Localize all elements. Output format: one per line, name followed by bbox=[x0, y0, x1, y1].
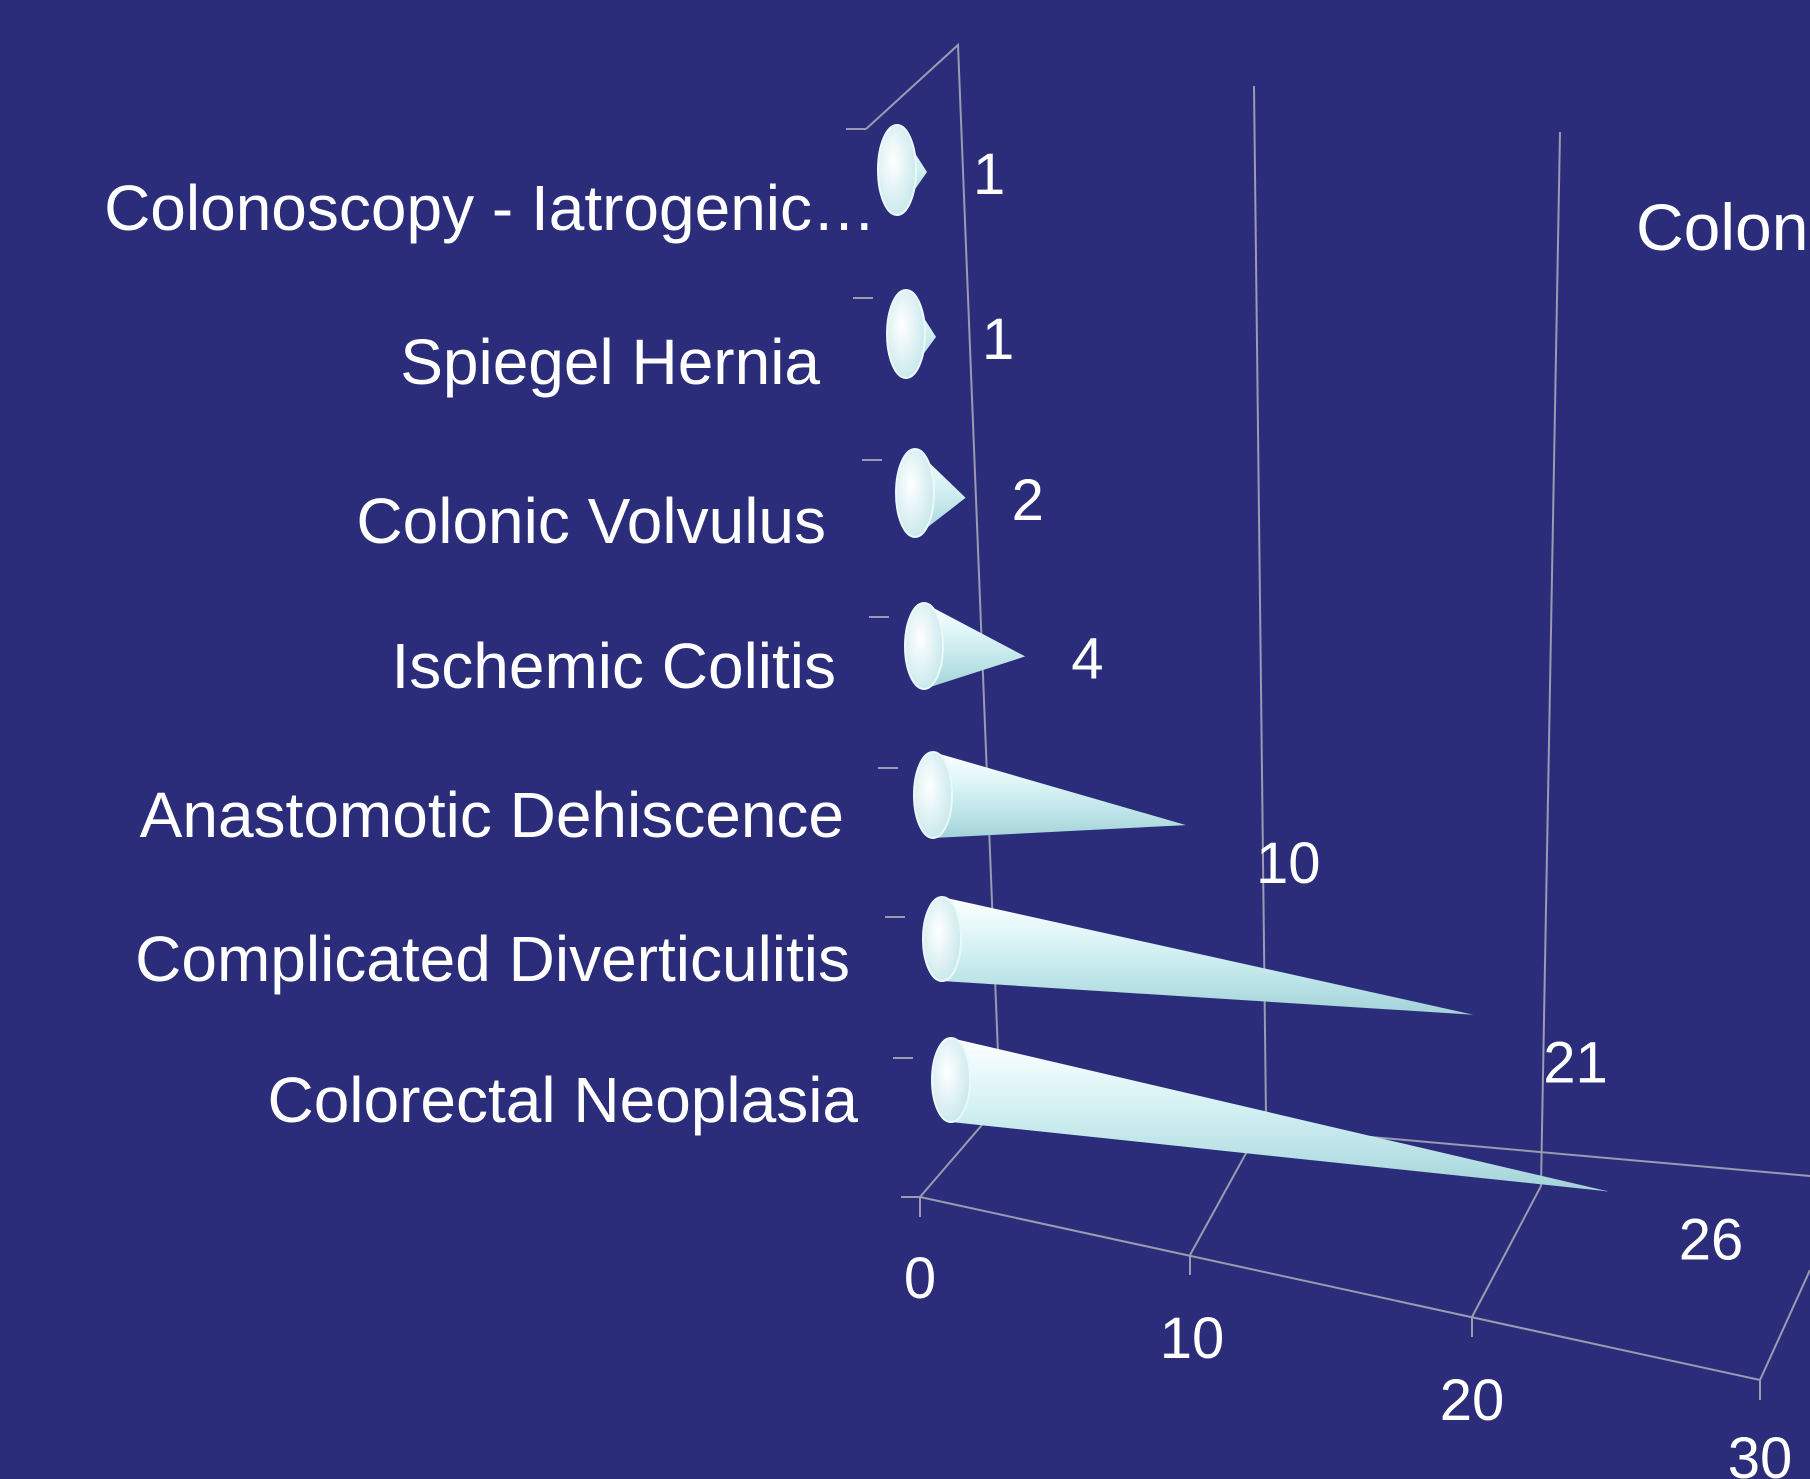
data-label-6: 21 bbox=[1543, 1031, 1608, 1096]
side-text: Colon bbox=[1636, 190, 1808, 264]
category-label-7: Colorectal Neoplasia bbox=[267, 1064, 858, 1136]
cone-bar-3 bbox=[895, 448, 966, 538]
cone-body bbox=[951, 1038, 1609, 1192]
cone-bar-4 bbox=[904, 602, 1026, 690]
x-tick-label-20: 20 bbox=[1440, 1368, 1505, 1433]
cone-base bbox=[904, 602, 944, 690]
cone-bar-1 bbox=[877, 124, 927, 216]
cone-base bbox=[931, 1037, 971, 1123]
cone-bar-6 bbox=[922, 896, 1474, 1015]
data-label-3: 2 bbox=[1012, 468, 1044, 533]
data-label-4: 4 bbox=[1071, 626, 1103, 691]
data-label-1: 1 bbox=[973, 142, 1005, 207]
cone-base bbox=[922, 896, 962, 982]
x-tick-labels: 0 10 20 30 bbox=[904, 1246, 1792, 1479]
cone-body bbox=[924, 603, 1026, 689]
x-tick-label-0: 0 bbox=[904, 1246, 936, 1311]
category-label-1: Colonoscopy - Iatrogenic… bbox=[104, 172, 876, 244]
category-label-6: Complicated Diverticulitis bbox=[135, 923, 850, 995]
data-label-5: 10 bbox=[1256, 831, 1321, 896]
cone-base bbox=[895, 448, 935, 538]
cone-bar-2 bbox=[886, 289, 936, 379]
cone-series bbox=[877, 124, 1609, 1192]
value-tick-marks bbox=[919, 1197, 1761, 1400]
cone-bar-7 bbox=[931, 1037, 1609, 1192]
category-tick-marks bbox=[846, 128, 921, 1198]
data-labels: 1 1 2 4 10 21 26 bbox=[973, 142, 1743, 1273]
x-tick-label-10: 10 bbox=[1160, 1306, 1225, 1371]
cone-bar-5 bbox=[913, 751, 1186, 839]
cone-body bbox=[942, 897, 1474, 1015]
data-label-7: 26 bbox=[1679, 1208, 1744, 1273]
cone-body bbox=[933, 752, 1186, 838]
cone-base bbox=[913, 751, 953, 839]
cone-base bbox=[886, 289, 926, 379]
category-label-3: Colonic Volvulus bbox=[356, 485, 826, 557]
data-label-2: 1 bbox=[982, 307, 1014, 372]
category-label-2: Spiegel Hernia bbox=[400, 326, 820, 398]
category-label-5: Anastomotic Dehiscence bbox=[140, 779, 844, 851]
category-label-4: Ischemic Colitis bbox=[391, 630, 836, 702]
category-labels: Colonoscopy - Iatrogenic… Spiegel Hernia C… bbox=[104, 172, 876, 1136]
x-tick-label-30: 30 bbox=[1728, 1426, 1793, 1479]
cone-base bbox=[877, 124, 917, 216]
